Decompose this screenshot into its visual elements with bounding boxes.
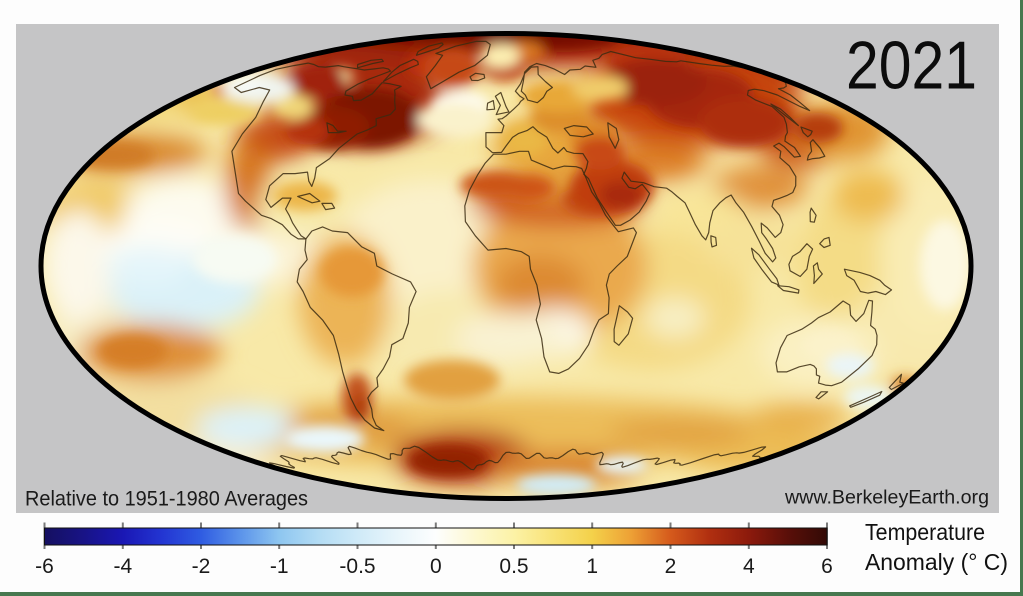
svg-text:-1: -1 bbox=[270, 555, 289, 578]
svg-text:Anomaly (° C): Anomaly (° C) bbox=[865, 549, 1008, 575]
svg-text:www.BerkeleyEarth.org: www.BerkeleyEarth.org bbox=[784, 488, 989, 509]
svg-text:-2: -2 bbox=[192, 555, 211, 578]
svg-text:Relative to 1951-1980 Averages: Relative to 1951-1980 Averages bbox=[25, 488, 308, 511]
svg-text:2021: 2021 bbox=[846, 28, 977, 104]
svg-text:0.5: 0.5 bbox=[499, 555, 528, 578]
svg-text:1: 1 bbox=[586, 555, 598, 578]
svg-text:4: 4 bbox=[743, 555, 755, 578]
svg-text:Temperature: Temperature bbox=[865, 519, 985, 545]
svg-text:-4: -4 bbox=[113, 555, 132, 578]
svg-text:-6: -6 bbox=[35, 555, 54, 578]
svg-text:-0.5: -0.5 bbox=[339, 555, 375, 578]
svg-text:2: 2 bbox=[665, 555, 677, 578]
svg-text:6: 6 bbox=[821, 555, 833, 578]
svg-text:0: 0 bbox=[430, 555, 442, 578]
